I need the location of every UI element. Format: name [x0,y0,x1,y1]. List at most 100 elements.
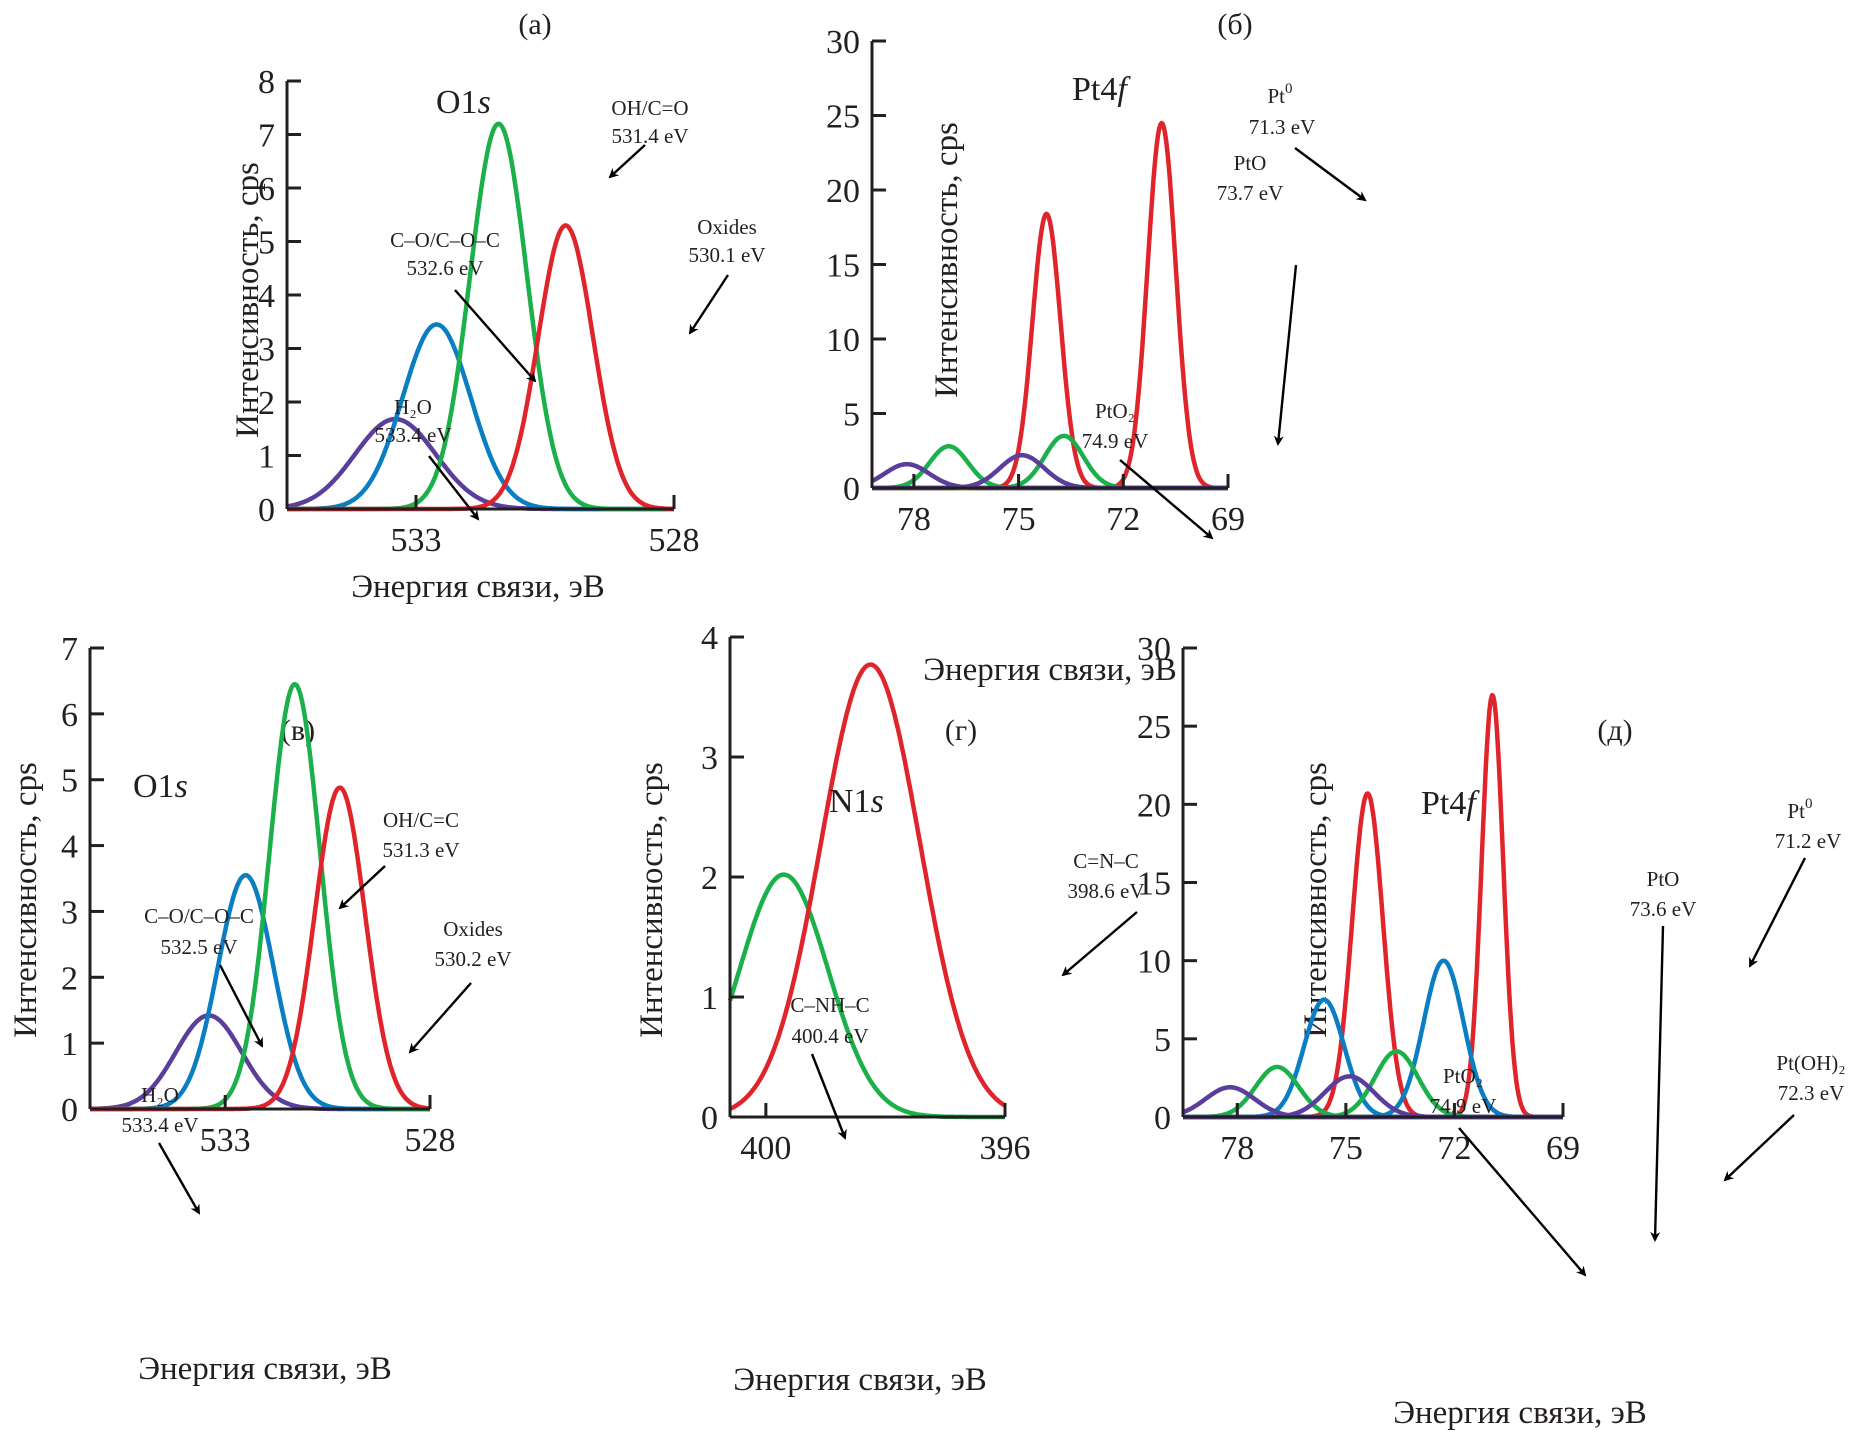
panel-label: (г) [945,714,977,747]
y-tick-label: 15 [1137,866,1171,903]
x-tick-label: 78 [897,501,931,538]
x-tick-label: 75 [1329,1130,1363,1167]
arrow [1294,147,1367,202]
arrow [1748,857,1807,968]
x-tick-label: 396 [980,1130,1031,1167]
x-tick-label: 528 [405,1122,456,1159]
arrow [1458,1127,1587,1277]
core-level-label: N1s [829,783,884,820]
y-tick-label: 3 [701,740,718,777]
x-tick-label: 78 [1220,1130,1254,1167]
y-tick-label: 5 [843,397,860,434]
annotation-energy: 531.4 eV [612,124,689,148]
y-tick-label: 10 [826,322,860,359]
annotation-energy: 532.5 eV [161,935,238,959]
y-tick-label: 2 [258,385,275,422]
y-tick-label: 30 [1137,631,1171,668]
annotation-energy: 71.2 eV [1775,829,1842,853]
y-axis-label: Интенсивность, cps [929,122,965,398]
panel-label: (д) [1597,714,1632,747]
annotation-energy: 533.4 eV [122,1113,199,1137]
arrow [1061,911,1138,977]
x-tick-label: 75 [1002,501,1036,538]
annotation-energy: 531.3 eV [383,838,460,862]
arrow [1119,459,1214,540]
panel-d: (г) Интенсивность, cps Энергия связи, эВ… [634,620,1145,1398]
panel-c: (в) Интенсивность, cps Энергия связи, эВ… [8,631,512,1387]
series-curve [1182,997,1564,1120]
annotation-energy: 400.4 eV [792,1024,869,1048]
y-axis-label: Интенсивность, cps [230,162,266,438]
annotation-energy: 530.2 eV [435,947,512,971]
annotations: Pt4f Pt0 71.3 eV PtO 73.7 eV PtO₂ 74.9 e… [1072,71,1367,540]
x-tick-label: 528 [649,522,700,559]
y-tick-label: 0 [1154,1100,1171,1137]
x-tick-label: 69 [1211,501,1245,538]
arrow [338,865,386,910]
y-tick-label: 20 [1137,787,1171,824]
arrow [428,455,480,521]
arrow [688,274,730,335]
x-tick-label: 69 [1546,1130,1580,1167]
annotation-label: Oxides [697,215,757,239]
y-tick-label: 4 [701,620,718,657]
y-tick-label: 0 [61,1092,78,1129]
annotation-label: H₂O [394,395,432,419]
y-tick-label: 0 [258,492,275,529]
arrow [1650,925,1665,1242]
annotations: Pt4f Pt0 71.2 eV PtO 73.6 eV Pt(OH)₂ 72.… [1421,785,1846,1277]
y-tick-label: 4 [61,829,78,866]
y-tick-label: 8 [258,64,275,101]
annotation-energy: 530.1 eV [689,243,766,267]
arrow [608,144,646,179]
arrow [157,1142,201,1215]
annotation-energy: 73.7 eV [1217,181,1284,205]
arrow [454,289,537,383]
annotation-energy: 72.3 eV [1778,1081,1845,1105]
core-level-label: Pt4f [1072,71,1131,108]
panel-label: (a) [518,8,551,41]
annotation-label: Pt(OH)₂ [1776,1051,1845,1075]
annotation-label: PtO [1647,867,1680,891]
y-tick-label: 7 [61,631,78,668]
x-tick-label: 400 [740,1130,791,1167]
annotation-label: C–NH–C [790,993,869,1017]
annotation-label: PtO₂ [1095,399,1135,423]
annotation-energy: 74.9 eV [1430,1094,1497,1118]
series-curve [870,433,1230,491]
y-tick-label: 6 [61,697,78,734]
annotation-label: PtO [1234,151,1267,175]
series-curve [1182,692,1564,1120]
annotation-label: C=N–C [1073,849,1139,873]
y-tick-label: 1 [61,1026,78,1063]
y-tick-label: 7 [258,118,275,155]
annotation-label: OH/C=C [383,808,459,832]
x-axis-label: Энергия связи, эВ [138,1351,392,1387]
y-tick-label: 20 [826,173,860,210]
y-tick-label: 15 [826,248,860,285]
annotation-label: Oxides [443,917,503,941]
core-level-label: Pt4f [1421,785,1480,822]
y-axis-label: Интенсивность, cps [634,762,670,1038]
arrow [1273,264,1298,446]
core-level-label: O1s [133,768,188,805]
x-tick-label: 533 [200,1122,251,1159]
annotation-label: OH/C=O [611,96,688,120]
annotation-energy: 74.9 eV [1082,429,1149,453]
x-axis-label: Энергия связи, эВ [733,1362,987,1398]
y-tick-label: 5 [61,763,78,800]
x-axis-label: Энергия связи, эВ [923,652,1177,688]
arrow [218,964,264,1048]
x-tick-label: 72 [1106,501,1140,538]
series-curve [88,872,432,1112]
annotation-energy: 398.6 eV [1068,879,1145,903]
x-axis-label: Энергия связи, эВ [1393,1395,1647,1431]
arrow [810,1053,847,1140]
annotations: O1s OH/C=O 531.4 eV Oxides 530.1 eV C–O/… [375,84,766,521]
annotations: O1s OH/C=C 531.3 eV Oxides 530.2 eV C–O/… [122,768,512,1215]
panel-label: (б) [1217,8,1252,41]
y-tick-label: 25 [1137,709,1171,746]
core-level-label: O1s [436,84,491,121]
y-tick-label: 6 [258,171,275,208]
